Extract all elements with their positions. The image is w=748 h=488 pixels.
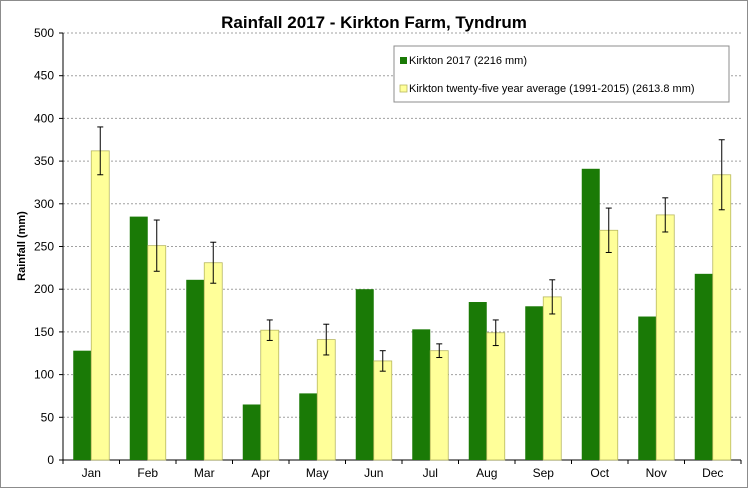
- bar-kirkton-2017-jul: [412, 329, 431, 460]
- x-tick-label-oct: Oct: [590, 466, 609, 480]
- bar-kirkton-average-jun: [373, 360, 393, 461]
- bar-kirkton-average-feb: [147, 245, 167, 461]
- x-tick-label-dec: Dec: [702, 466, 723, 480]
- y-tick-label: 450: [34, 69, 54, 83]
- x-tick-label-feb: Feb: [137, 466, 158, 480]
- chart-title: Rainfall 2017 - Kirkton Farm, Tyndrum: [221, 13, 527, 32]
- legend-swatch-kirkton-2017: [400, 57, 407, 64]
- y-tick-label: 350: [34, 154, 54, 168]
- y-tick-label: 250: [34, 240, 54, 254]
- bar-kirkton-average-dec: [712, 174, 732, 461]
- y-tick-label: 300: [34, 197, 54, 211]
- bar-kirkton-2017-may: [299, 393, 318, 460]
- bar-kirkton-2017-nov: [638, 316, 657, 460]
- bar-kirkton-average-may: [316, 339, 336, 461]
- axes: 0 50 100 150 200 250 300 350 400 450 500 Jan Feb Mar A…: [34, 26, 742, 480]
- x-tick-label-jun: Jun: [364, 466, 383, 480]
- bar-kirkton-average-mar: [203, 262, 223, 461]
- legend-label-kirkton-average: Kirkton twenty-five year average (1991-2…: [409, 83, 695, 95]
- x-tick-label-aug: Aug: [476, 466, 497, 480]
- legend-box: [393, 45, 730, 103]
- bar-kirkton-2017-feb: [129, 216, 148, 460]
- bar-kirkton-2017-oct: [581, 168, 600, 460]
- x-tick-label-sep: Sep: [533, 466, 555, 480]
- bar-kirkton-2017-jun: [355, 289, 374, 460]
- legend: Kirkton 2017 (2216 mm) Kirkton twenty-fi…: [393, 45, 730, 103]
- x-tick-label-mar: Mar: [194, 466, 215, 480]
- y-tick-label: 100: [34, 368, 54, 382]
- bar-kirkton-2017-sep: [525, 306, 544, 460]
- bar-kirkton-2017-dec: [694, 273, 713, 460]
- x-tick-label-jan: Jan: [82, 466, 101, 480]
- y-tick-label: 400: [34, 111, 54, 125]
- bar-kirkton-average-oct: [599, 229, 619, 461]
- x-tick-label-nov: Nov: [646, 466, 667, 480]
- y-tick-label: 200: [34, 282, 54, 296]
- legend-label-kirkton-2017: Kirkton 2017 (2216 mm): [409, 55, 527, 67]
- y-axis-label: Rainfall (mm): [16, 211, 28, 281]
- bar-kirkton-average-apr: [260, 329, 280, 461]
- bar-kirkton-2017-apr: [242, 404, 261, 460]
- x-tick-label-jul: Jul: [423, 466, 438, 480]
- bars: [73, 126, 732, 461]
- bar-kirkton-2017-mar: [186, 279, 205, 460]
- bar-kirkton-average-jan: [90, 150, 110, 461]
- y-tick-label: 50: [41, 410, 55, 424]
- legend-swatch-kirkton-average: [399, 84, 408, 93]
- bar-kirkton-2017-aug: [468, 302, 487, 460]
- y-tick-label: 500: [34, 26, 54, 40]
- bar-kirkton-average-sep: [542, 296, 562, 461]
- bar-kirkton-average-aug: [486, 332, 506, 461]
- x-tick-label-may: May: [306, 466, 329, 480]
- bar-kirkton-average-jul: [429, 350, 449, 461]
- x-tick-label-apr: Apr: [251, 466, 270, 480]
- y-tick-label: 0: [47, 453, 54, 467]
- y-tick-label: 150: [34, 325, 54, 339]
- bar-kirkton-average-nov: [655, 214, 675, 461]
- bar-kirkton-2017-jan: [73, 350, 92, 460]
